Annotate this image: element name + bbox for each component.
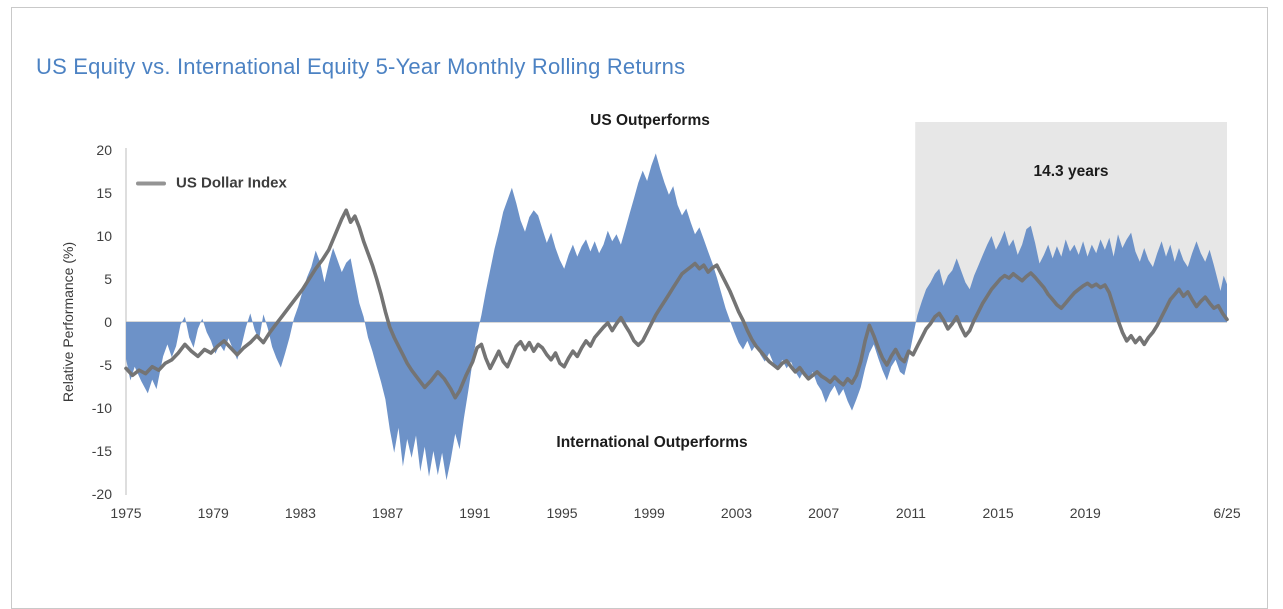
y-tick-label: -10 (92, 400, 112, 416)
y-tick-label: 5 (104, 271, 112, 287)
x-tick-label: 2003 (721, 505, 752, 521)
x-tick-label: 1991 (459, 505, 490, 521)
y-tick-label: 15 (96, 185, 112, 201)
highlight-duration-label: 14.3 years (1033, 163, 1109, 180)
y-axis-title: Relative Performance (%) (60, 241, 76, 403)
legend-line-swatch (136, 181, 166, 185)
y-tick-label: 20 (96, 142, 112, 158)
y-tick-label: -5 (100, 357, 113, 373)
x-tick-label: 2007 (808, 505, 839, 521)
usd-index-line (124, 208, 1229, 400)
chart-title: US Equity vs. International Equity 5-Yea… (36, 54, 686, 79)
relative-performance-area (126, 153, 1227, 481)
x-tick-label: 1999 (634, 505, 665, 521)
y-tick-label: -20 (92, 486, 112, 502)
y-tick-label: -15 (92, 443, 112, 459)
x-tick-label: 1983 (285, 505, 316, 521)
x-tick-label: 2019 (1070, 505, 1101, 521)
legend-label: US Dollar Index (176, 174, 287, 192)
x-tick-label: 6/25 (1213, 505, 1240, 521)
x-tick-label: 1995 (546, 505, 577, 521)
x-tick-label: 1987 (372, 505, 403, 521)
y-tick-label: 0 (104, 314, 112, 330)
x-tick-label: 1975 (110, 505, 141, 521)
x-tick-label: 2015 (983, 505, 1014, 521)
y-tick-label: 10 (96, 228, 112, 244)
legend: US Dollar Index (136, 175, 287, 192)
annotation-us-outperforms: US Outperforms (590, 112, 710, 129)
annotation-international-outperforms: International Outperforms (556, 434, 748, 451)
x-tick-label: 1979 (198, 505, 229, 521)
x-tick-label: 2011 (896, 505, 926, 521)
